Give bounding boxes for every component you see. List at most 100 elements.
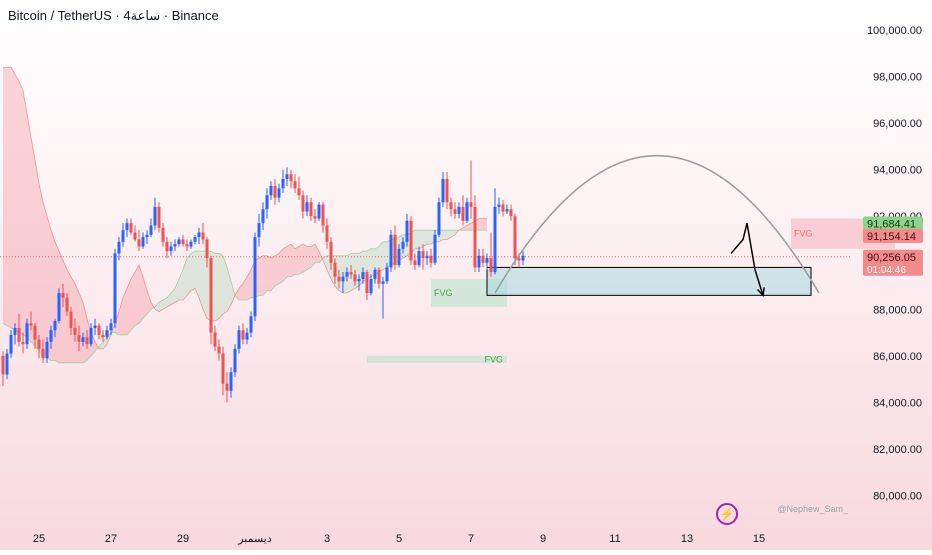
ichimoku-cloud-segment	[323, 255, 327, 270]
candle-body	[501, 204, 505, 212]
ichimoku-cloud-segment	[87, 318, 91, 361]
ichimoku-cloud-segment	[467, 223, 471, 231]
candle-body	[57, 293, 61, 321]
y-tick-label: 100,000.00	[867, 25, 922, 37]
ichimoku-cloud-segment	[103, 337, 107, 349]
ichimoku-cloud-segment	[155, 302, 159, 312]
candle-body	[145, 234, 149, 238]
ichimoku-cloud-segment	[175, 279, 179, 303]
candle-body	[189, 241, 193, 247]
candle-body	[9, 334, 13, 354]
ichimoku-cloud-segment	[79, 293, 83, 363]
candle-body	[241, 330, 245, 340]
candle-body	[357, 279, 361, 282]
ichimoku-cloud-segment	[419, 230, 423, 249]
candle-body	[117, 241, 121, 254]
arrow-head	[756, 287, 765, 297]
candle-body	[125, 223, 129, 231]
y-tick-label: 84,000.00	[873, 397, 922, 409]
ichimoku-cloud-segment	[195, 251, 199, 298]
candle-body	[517, 258, 521, 261]
ichimoku-cloud-segment	[191, 251, 195, 291]
candle-body	[485, 258, 489, 263]
ichimoku-cloud-segment	[199, 251, 203, 310]
candle-body	[329, 241, 333, 263]
candle-body	[153, 206, 157, 226]
candle-body	[45, 341, 49, 359]
ichimoku-cloud-segment	[383, 241, 387, 270]
fvg-label: FVG	[434, 288, 453, 298]
ichimoku-cloud-segment	[15, 74, 19, 333]
candle-body	[393, 234, 397, 266]
candle-body	[405, 220, 409, 242]
x-tick-label: 5	[396, 533, 402, 545]
candle-body	[85, 337, 89, 345]
candle-body	[133, 232, 137, 240]
candle-body	[177, 239, 181, 245]
ichimoku-cloud-segment	[115, 311, 119, 335]
candle-body	[81, 337, 85, 342]
ichimoku-cloud-segment	[295, 246, 299, 275]
candle-body	[61, 293, 65, 298]
range-box	[486, 266, 812, 296]
ichimoku-cloud-segment	[31, 137, 35, 347]
projection-arrow	[730, 223, 764, 296]
candle-body	[305, 202, 309, 212]
price-tag	[863, 216, 923, 231]
candle-body	[273, 185, 277, 198]
candle-body	[229, 372, 233, 391]
candle-body	[465, 202, 469, 221]
ichimoku-cloud-segment	[183, 258, 187, 300]
ichimoku-cloud-segment	[247, 269, 251, 300]
ichimoku-cloud-segment	[283, 246, 287, 282]
lightning-icon[interactable]: ⚡	[716, 503, 738, 525]
ichimoku-cloud-segment	[343, 255, 347, 294]
candle-body	[281, 178, 285, 189]
x-tick-label: ديسمبر	[237, 533, 272, 545]
candle-body	[397, 248, 401, 266]
candle-body	[325, 225, 329, 242]
candle-body	[369, 279, 373, 294]
x-tick-label: 15	[753, 533, 765, 545]
candle-body	[5, 353, 9, 375]
ichimoku-cloud-segment	[7, 67, 11, 328]
ichimoku-cloud-segment	[47, 216, 51, 361]
candle-body	[385, 267, 389, 282]
ichimoku-cloud-segment	[67, 269, 71, 363]
ichimoku-cloud-segment	[423, 230, 427, 247]
ichimoku-cloud-segment	[3, 67, 7, 326]
candle-body	[137, 239, 141, 247]
ichimoku-cloud-segment	[415, 230, 419, 249]
ichimoku-cloud-segment	[203, 251, 207, 319]
ichimoku-cloud-segment	[347, 253, 351, 294]
ichimoku-cloud-segment	[11, 67, 15, 331]
candle-body	[513, 216, 517, 259]
ichimoku-cloud-segment	[135, 265, 139, 326]
ichimoku-cloud-segment	[59, 251, 63, 363]
ichimoku-cloud-segment	[375, 246, 379, 275]
candle-body	[425, 255, 429, 259]
candle-body	[249, 316, 253, 333]
candle-body	[49, 330, 53, 342]
y-tick-label: 86,000.00	[873, 351, 922, 363]
candle-body	[157, 206, 161, 228]
ichimoku-cloud-segment	[27, 113, 31, 342]
y-tick-label: 80,000.00	[873, 491, 922, 503]
candle-body	[277, 188, 281, 198]
candle-body	[337, 276, 341, 282]
candle-body	[361, 272, 365, 280]
ichimoku-cloud-segment	[479, 218, 483, 231]
candle-body	[93, 325, 97, 328]
ichimoku-cloud-segment	[147, 290, 151, 314]
candle-body	[245, 332, 249, 340]
ichimoku-cloud-segment	[291, 244, 295, 277]
y-tick-label: 98,000.00	[873, 72, 922, 84]
candle-body	[213, 332, 217, 347]
candle-body	[29, 323, 33, 326]
y-tick-label: 88,000.00	[873, 304, 922, 316]
candle-body	[433, 234, 437, 263]
candle-body	[481, 255, 485, 263]
candle-body	[165, 241, 169, 252]
